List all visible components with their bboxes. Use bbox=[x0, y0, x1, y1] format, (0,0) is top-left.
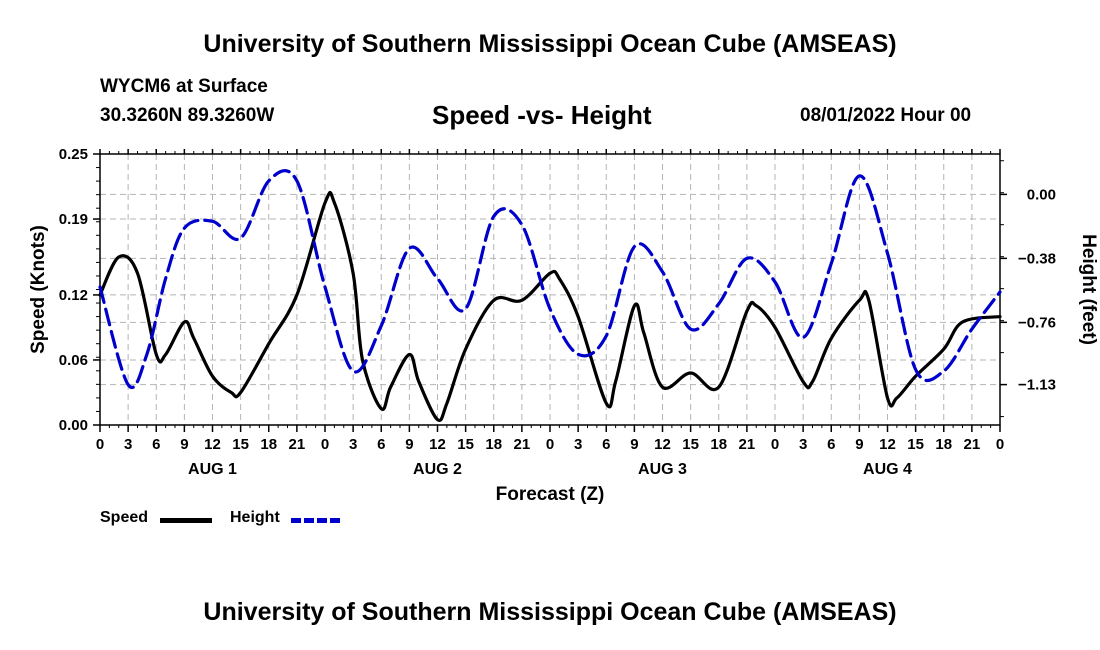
day-label: AUG 4 bbox=[863, 461, 912, 478]
legend-height-swatch bbox=[291, 518, 343, 523]
x-tick-label: 15 bbox=[232, 436, 249, 453]
x-tick-label: 12 bbox=[879, 436, 896, 453]
y-right-axis-title: Height (feet) bbox=[1078, 234, 1099, 345]
x-tick-label: 3 bbox=[799, 436, 807, 453]
x-tick-label: 0 bbox=[321, 436, 329, 453]
station-label: WYCM6 at Surface bbox=[100, 76, 268, 97]
footer-title: University of Southern Mississippi Ocean… bbox=[203, 598, 897, 626]
x-tick-label: 12 bbox=[204, 436, 221, 453]
x-tick-label: 3 bbox=[349, 436, 357, 453]
legend-speed-label: Speed bbox=[100, 509, 149, 526]
x-tick-label: 6 bbox=[602, 436, 610, 453]
legend-speed-swatch bbox=[160, 518, 212, 523]
y-right-tick-label: −0.38 bbox=[1018, 250, 1056, 267]
x-tick-label: 21 bbox=[289, 436, 306, 453]
x-tick-label: 9 bbox=[405, 436, 413, 453]
forecast-datetime: 08/01/2022 Hour 00 bbox=[800, 105, 972, 126]
y-left-tick-label: 0.12 bbox=[59, 287, 88, 304]
chart-title: Speed -vs- Height bbox=[432, 100, 652, 130]
x-tick-label: 21 bbox=[514, 436, 531, 453]
x-tick-label: 18 bbox=[260, 436, 277, 453]
x-tick-label: 9 bbox=[180, 436, 188, 453]
x-tick-label: 0 bbox=[771, 436, 779, 453]
x-tick-label: 18 bbox=[935, 436, 952, 453]
y-left-axis-title: Speed (Knots) bbox=[28, 225, 49, 354]
x-tick-label: 18 bbox=[485, 436, 502, 453]
x-axis-title: Forecast (Z) bbox=[496, 484, 605, 505]
x-tick-label: 12 bbox=[429, 436, 446, 453]
station-coordinates: 30.3260N 89.3260W bbox=[100, 105, 275, 126]
x-tick-label: 21 bbox=[964, 436, 981, 453]
x-tick-label: 3 bbox=[124, 436, 132, 453]
day-label: AUG 3 bbox=[638, 461, 687, 478]
x-tick-label: 15 bbox=[682, 436, 699, 453]
y-left-tick-label: 0.25 bbox=[59, 146, 88, 163]
height-series-line bbox=[98, 169, 1002, 389]
y-right-tick-label: −1.13 bbox=[1018, 377, 1056, 394]
day-label: AUG 2 bbox=[413, 461, 462, 478]
x-tick-label: 9 bbox=[630, 436, 638, 453]
x-tick-label: 6 bbox=[827, 436, 835, 453]
x-tick-label: 0 bbox=[546, 436, 554, 453]
day-label: AUG 1 bbox=[188, 461, 237, 478]
page-title: University of Southern Mississippi Ocean… bbox=[203, 30, 897, 58]
x-tick-label: 18 bbox=[710, 436, 727, 453]
y-left-tick-label: 0.00 bbox=[59, 417, 88, 434]
x-tick-label: 6 bbox=[377, 436, 385, 453]
legend-height-label: Height bbox=[230, 509, 280, 526]
speed-series-line bbox=[98, 191, 1002, 422]
x-tick-label: 21 bbox=[739, 436, 756, 453]
x-tick-label: 0 bbox=[996, 436, 1004, 453]
x-tick-label: 3 bbox=[574, 436, 582, 453]
x-tick-label: 0 bbox=[96, 436, 104, 453]
x-tick-label: 12 bbox=[654, 436, 671, 453]
y-left-tick-label: 0.06 bbox=[59, 352, 88, 369]
x-tick-label: 15 bbox=[907, 436, 924, 453]
y-right-tick-label: −0.76 bbox=[1018, 314, 1056, 331]
y-left-tick-label: 0.19 bbox=[59, 211, 88, 228]
x-tick-label: 6 bbox=[152, 436, 160, 453]
x-tick-label: 15 bbox=[457, 436, 474, 453]
y-right-tick-label: 0.00 bbox=[1027, 186, 1056, 203]
x-tick-label: 9 bbox=[855, 436, 863, 453]
